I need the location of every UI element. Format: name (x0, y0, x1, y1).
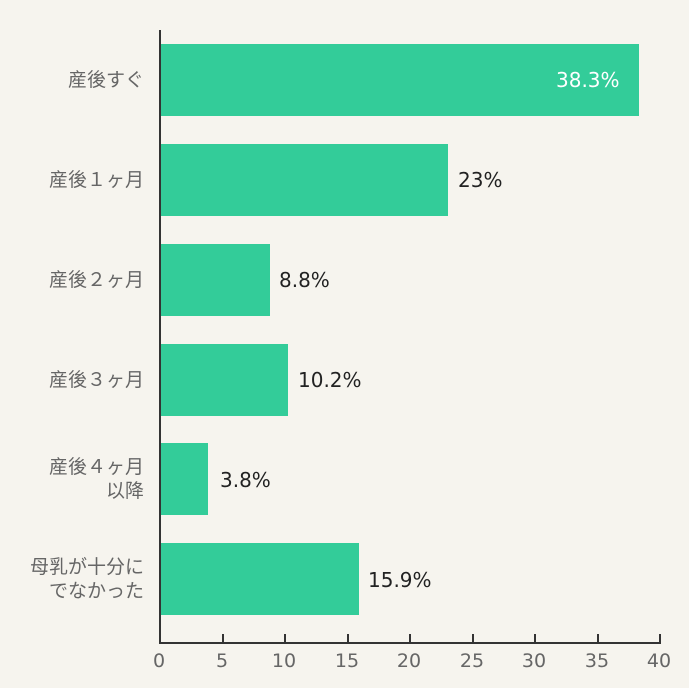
x-tick-label: 35 (584, 650, 610, 672)
x-tick-label: 40 (646, 650, 672, 672)
x-tick-label: 30 (521, 650, 547, 672)
x-tick-label: 5 (215, 650, 229, 672)
x-tick (409, 634, 411, 643)
bar (160, 443, 208, 515)
bar (160, 44, 639, 116)
x-tick-label: 20 (396, 650, 422, 672)
bar (160, 344, 288, 416)
x-tick-label: 25 (459, 650, 485, 672)
x-tick (347, 634, 349, 643)
x-tick-label: 10 (271, 650, 297, 672)
x-axis (159, 642, 661, 644)
x-tick (597, 634, 599, 643)
x-tick-label: 15 (334, 650, 360, 672)
x-tick-label: 0 (152, 650, 166, 672)
category-label: 産後３ヶ月 (48, 369, 144, 391)
value-label: 10.2% (298, 368, 362, 392)
y-axis (159, 30, 161, 644)
category-label: 産後すぐ (67, 69, 144, 91)
value-label: 8.8% (279, 268, 330, 292)
bar (160, 144, 448, 216)
value-label: 15.9% (368, 568, 432, 592)
category-label: 産後４ヶ月 以降 (48, 456, 144, 502)
value-label: 3.8% (220, 468, 271, 492)
x-tick (284, 634, 286, 643)
value-label: 23% (458, 168, 503, 192)
value-label: 38.3% (556, 68, 620, 92)
x-tick (534, 634, 536, 643)
x-tick (659, 634, 661, 643)
category-label: 母乳が十分に でなかった (29, 556, 144, 602)
x-tick (222, 634, 224, 643)
category-label: 産後１ヶ月 (48, 169, 144, 191)
x-tick (472, 634, 474, 643)
bar (160, 244, 270, 316)
bar (160, 543, 359, 615)
category-label: 産後２ヶ月 (48, 269, 144, 291)
